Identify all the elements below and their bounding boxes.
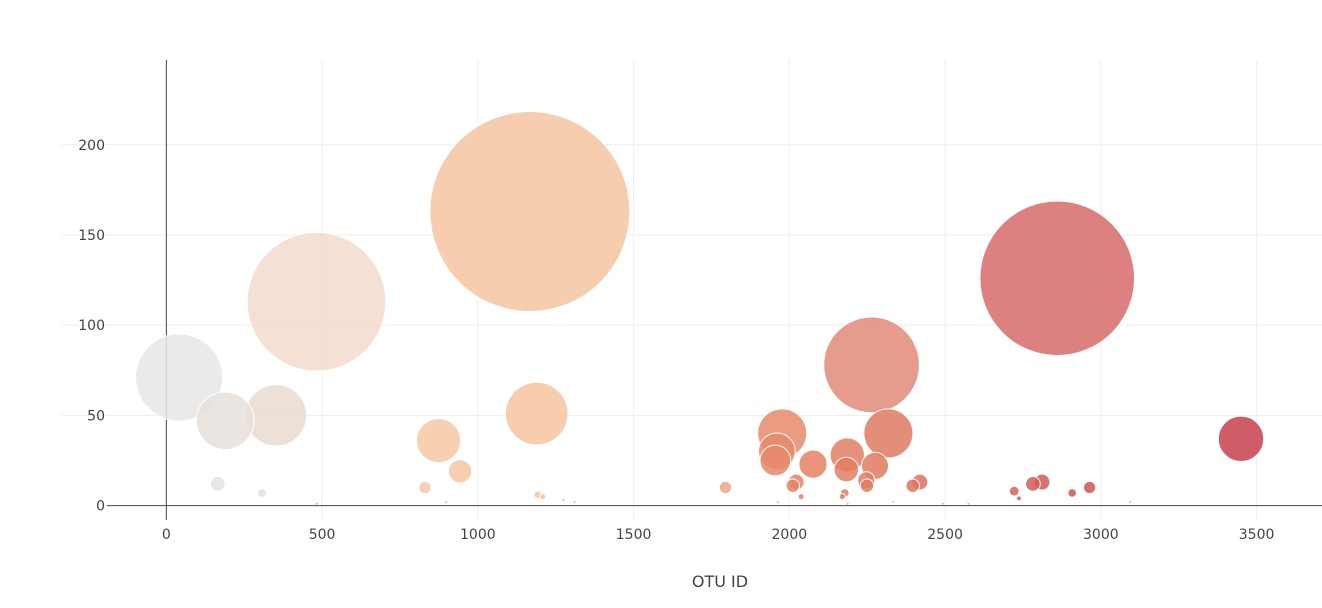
bubble-point — [195, 391, 255, 451]
bubble-point — [823, 316, 920, 414]
x-axis-title: OTU ID — [692, 572, 748, 591]
bubble-point — [246, 231, 387, 372]
bubble-point — [244, 384, 308, 447]
bubble-point-small — [846, 502, 849, 505]
x-tick-label: 2000 — [772, 527, 808, 543]
x-tick-label: 2500 — [927, 527, 963, 543]
y-tick-label: 200 — [78, 138, 105, 154]
bubble-point — [416, 418, 462, 464]
x-tick-labels: 0 500 1000 1500 2000 2500 3000 3500 — [162, 527, 1275, 543]
bubble-point — [418, 480, 432, 495]
x-tick-label: 1000 — [460, 527, 496, 543]
bubble-point — [539, 492, 547, 501]
bubble-point-small — [573, 500, 576, 503]
bubble-point-small — [776, 500, 779, 503]
bubble-point-small — [562, 499, 565, 502]
bubble-point-small — [445, 500, 448, 503]
bubble-point — [447, 459, 473, 484]
bubble-point — [785, 478, 801, 493]
bubble-point — [838, 492, 846, 501]
y-tick-label: 0 — [96, 499, 105, 515]
x-tick-label: 1500 — [616, 527, 652, 543]
bubble-point-small — [892, 500, 895, 503]
bubble-point — [905, 478, 920, 493]
bubble-point — [759, 444, 792, 477]
x-tick-label: 3500 — [1239, 527, 1275, 543]
bubble-point — [859, 478, 875, 493]
bubble-point — [979, 200, 1136, 357]
bubble-point — [833, 456, 860, 483]
x-tick-label: 0 — [162, 527, 171, 543]
y-tick-label: 100 — [78, 318, 105, 334]
bubble-point — [135, 333, 224, 422]
bubble-point-small — [1129, 500, 1132, 503]
bubble-point — [1067, 488, 1077, 498]
bubble-point — [209, 476, 226, 492]
bubble-point — [863, 408, 914, 459]
y-tick-label: 50 — [87, 408, 105, 424]
bubble-point — [797, 492, 805, 501]
bubble-point — [1082, 480, 1097, 495]
bubble-point — [504, 381, 569, 446]
bubble-point — [1217, 415, 1265, 463]
bubble-point — [429, 111, 631, 313]
bubbles — [135, 111, 1265, 505]
bubble-point — [718, 480, 733, 495]
bubble-point — [798, 449, 828, 479]
bubble-point-small — [315, 502, 318, 505]
y-tick-label: 150 — [78, 228, 105, 244]
bubble-point — [1025, 476, 1041, 492]
bubble-point — [1008, 485, 1020, 497]
y-tick-labels: 0 50 100 150 200 — [78, 138, 105, 515]
bubble-point-small — [941, 502, 944, 505]
x-tick-label: 500 — [309, 527, 336, 543]
bubble-point — [1015, 495, 1022, 502]
x-tick-label: 3000 — [1083, 527, 1119, 543]
axes — [107, 60, 1322, 520]
bubble-point-small — [967, 502, 970, 505]
bubble-point — [257, 488, 267, 498]
